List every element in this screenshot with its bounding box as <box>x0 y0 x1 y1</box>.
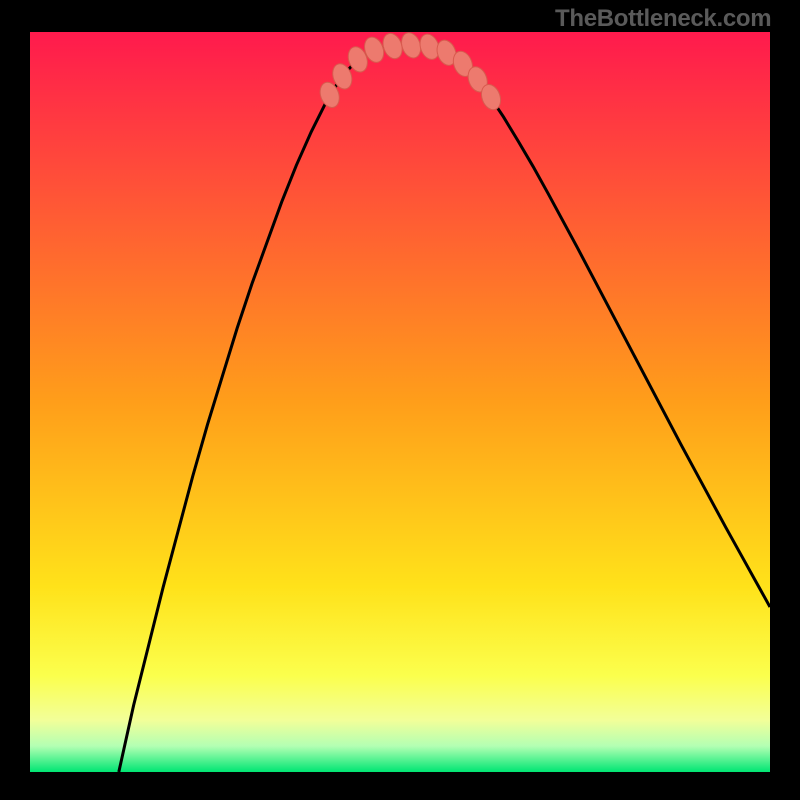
bottleneck-curve <box>119 45 770 772</box>
curve-plot <box>0 0 800 800</box>
chart-container: TheBottleneck.com <box>0 0 800 800</box>
